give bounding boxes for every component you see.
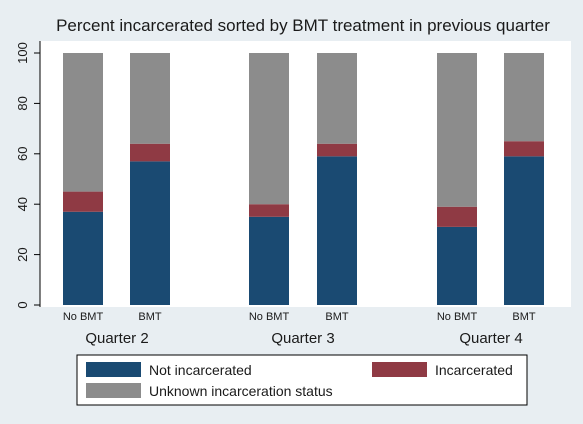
bar-segment-3-bar-6 [504,53,544,141]
x-tick-label: No BMT [249,311,290,323]
bar-segment-1-bar-2 [130,161,170,305]
y-tick-label: 0 [15,301,30,308]
legend-label: Incarcerated [435,362,513,378]
bar-segment-2-bar-6 [504,141,544,156]
x-axis-labels: No BMT BMT No BMT BMT No BMT BMT Quarter 2 Quar… [63,311,536,347]
bar-segment-2-bar-5 [437,207,477,227]
bar-segment-2-bar-1 [63,192,103,212]
legend-swatch [86,362,141,377]
legend-label: Unknown incarceration status [149,383,333,399]
y-tick-label: 100 [15,42,30,64]
y-tick-label: 20 [15,247,30,261]
bar-segment-3-bar-4 [317,53,357,144]
bar-segment-2-bar-2 [130,144,170,162]
x-tick-label: BMT [512,311,536,323]
bar-segment-3-bar-5 [437,53,477,207]
legend-swatch [372,362,427,377]
y-tick-label: 80 [15,96,30,110]
x-tick-label: BMT [325,311,349,323]
plot-area [40,41,571,307]
group-label: Quarter 3 [271,330,334,347]
legend-label: Not incarcerated [149,362,252,378]
bar-segment-1-bar-6 [504,156,544,305]
group-label: Quarter 4 [459,330,522,347]
y-tick-label: 60 [15,147,30,161]
bar-segment-2-bar-3 [249,204,289,217]
bar-segment-1-bar-5 [437,227,477,305]
group-label: Quarter 2 [85,330,148,347]
chart-title: Percent incarcerated sorted by BMT treat… [56,16,550,35]
x-tick-label: BMT [138,311,162,323]
legend: Not incarcerated Incarcerated Unknown inca… [77,355,527,405]
y-axis-ticks: 0 20 40 60 80 100 [15,42,40,308]
bar-segment-1-bar-1 [63,212,103,305]
bar-segment-3-bar-2 [130,53,170,144]
bar-segment-2-bar-4 [317,144,357,157]
bar-segment-3-bar-1 [63,53,103,192]
bar-segment-3-bar-3 [249,53,289,204]
x-tick-label: No BMT [437,311,478,323]
bar-segment-1-bar-4 [317,156,357,305]
x-tick-label: No BMT [63,311,104,323]
bar-segment-1-bar-3 [249,217,289,305]
y-tick-label: 40 [15,197,30,211]
legend-swatch [86,383,141,398]
